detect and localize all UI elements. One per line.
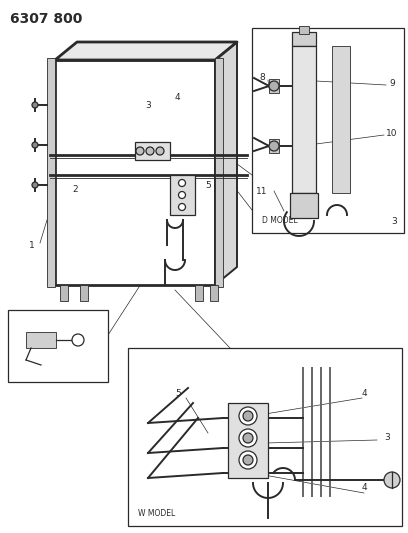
Circle shape [243, 455, 253, 465]
Text: 7: 7 [20, 367, 26, 376]
Bar [299, 26, 309, 34]
Polygon shape [55, 42, 237, 60]
Circle shape [32, 102, 38, 108]
Circle shape [239, 451, 257, 469]
Bar [252, 28, 404, 233]
Bar [195, 285, 203, 301]
Bar [215, 58, 223, 287]
Bar [290, 193, 318, 218]
Text: 5: 5 [205, 181, 211, 190]
Circle shape [269, 81, 279, 91]
Circle shape [32, 142, 38, 148]
Circle shape [179, 204, 186, 211]
Text: 4: 4 [361, 483, 367, 492]
Bar [55, 60, 215, 285]
Circle shape [384, 472, 400, 488]
Bar [80, 285, 88, 301]
Text: 4: 4 [174, 93, 180, 102]
Circle shape [243, 411, 253, 421]
Circle shape [156, 147, 164, 155]
Bar [332, 46, 350, 193]
Circle shape [239, 407, 257, 425]
Circle shape [146, 147, 154, 155]
Bar [135, 142, 170, 160]
Text: 6: 6 [45, 318, 51, 327]
Text: 3: 3 [145, 101, 151, 109]
Circle shape [32, 182, 38, 188]
Text: 3: 3 [384, 433, 390, 442]
Text: D MODEL: D MODEL [262, 216, 297, 225]
Bar [170, 175, 195, 215]
Bar [26, 332, 56, 348]
Circle shape [136, 147, 144, 155]
Text: 8: 8 [259, 74, 265, 83]
Bar [60, 285, 68, 301]
Circle shape [269, 141, 279, 151]
Bar [269, 139, 279, 153]
Text: 9: 9 [389, 78, 395, 87]
Polygon shape [215, 42, 237, 285]
Bar [228, 403, 268, 478]
Text: 11: 11 [256, 187, 268, 196]
Circle shape [239, 429, 257, 447]
Bar [210, 285, 218, 301]
Bar [292, 46, 316, 193]
Text: 6307 800: 6307 800 [10, 12, 82, 26]
Bar [128, 348, 402, 526]
Text: 4: 4 [361, 389, 367, 398]
Text: 5: 5 [175, 389, 181, 398]
Text: 10: 10 [386, 128, 398, 138]
Text: 1: 1 [29, 240, 35, 249]
Bar [8, 310, 108, 382]
Bar [269, 79, 279, 93]
Circle shape [179, 191, 186, 198]
Circle shape [179, 180, 186, 187]
Text: W MODEL: W MODEL [138, 509, 175, 518]
Bar [292, 32, 316, 46]
Bar [47, 58, 55, 287]
Circle shape [243, 433, 253, 443]
Circle shape [72, 334, 84, 346]
Text: 2: 2 [72, 185, 78, 195]
Text: 3: 3 [391, 216, 397, 225]
